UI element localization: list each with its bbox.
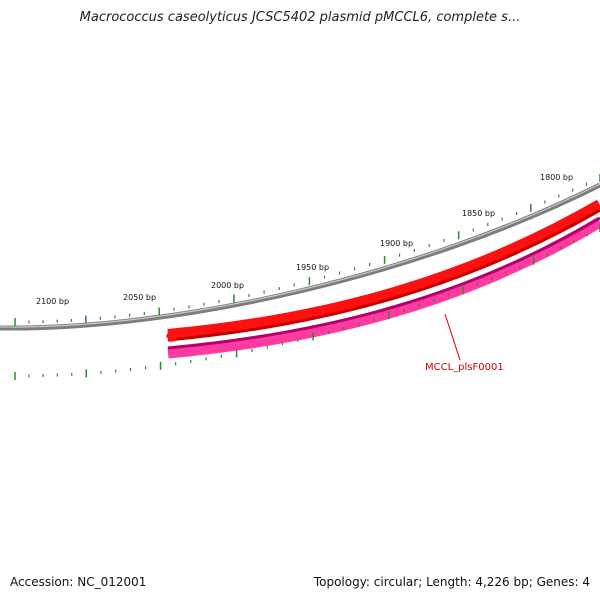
reverse-feature-shade	[167, 216, 600, 350]
tick-label-2000: 2000 bp	[211, 281, 244, 290]
backbone-highlight	[0, 183, 600, 328]
tick-label-1900: 1900 bp	[380, 239, 413, 248]
reverse-feature-arc[interactable]	[167, 217, 600, 359]
outer-tick-marks	[14, 174, 600, 326]
tick-label-1850: 1850 bp	[462, 209, 495, 218]
forward-feature-shade	[167, 208, 600, 342]
forward-feature-arrowhead	[166, 329, 176, 342]
topology-summary: Topology: circular; Length: 4,226 bp; Ge…	[313, 575, 590, 589]
tick-label-2050: 2050 bp	[123, 293, 156, 302]
tick-label-1950: 1950 bp	[296, 263, 329, 272]
forward-feature-arc[interactable]	[167, 199, 600, 341]
map-title: Macrococcus caseolyticus JCSC5402 plasmi…	[79, 10, 521, 25]
tick-label-2100: 2100 bp	[36, 297, 69, 306]
gene-label-mccl-plsf0001[interactable]: MCCL_plsF0001	[425, 362, 504, 373]
accession-text: Accession: NC_012001	[10, 575, 147, 589]
gene-label-leader	[444, 313, 461, 361]
tick-label-1800: 1800 bp	[540, 173, 573, 182]
backbone-track	[0, 182, 600, 331]
inner-tick-marks	[14, 224, 600, 380]
